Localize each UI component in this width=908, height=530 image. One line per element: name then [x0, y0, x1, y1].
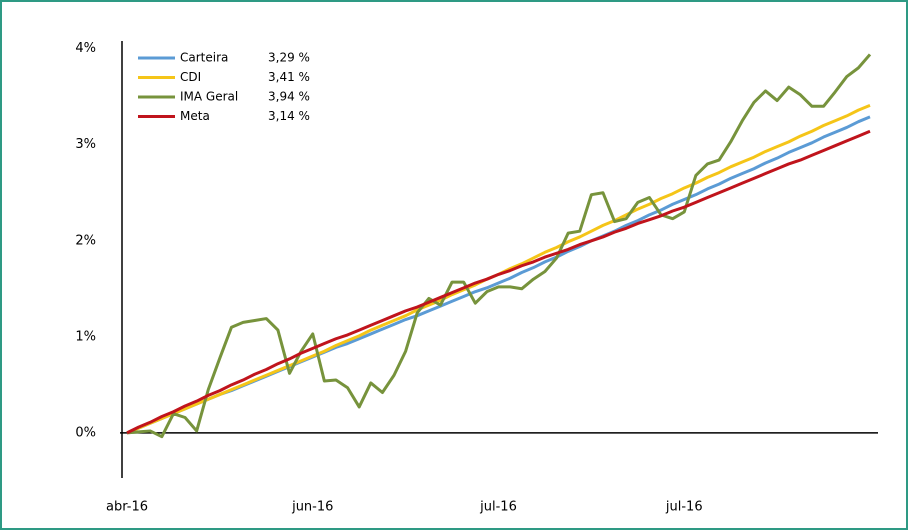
- legend-label: Meta: [180, 109, 210, 123]
- legend-label: IMA Geral: [180, 90, 238, 104]
- x-tick-label: abr-16: [106, 500, 148, 515]
- y-tick-label: 4%: [75, 41, 96, 56]
- y-tick-label: 3%: [75, 137, 96, 152]
- x-tick-label: jul-16: [479, 500, 517, 515]
- legend-value: 3,41 %: [268, 70, 310, 84]
- series-line: [126, 129, 871, 435]
- series-line: [126, 53, 872, 439]
- legend-value: 3,94 %: [268, 90, 310, 104]
- legend-label: CDI: [180, 70, 201, 84]
- y-tick-label: 0%: [75, 425, 96, 440]
- x-tick-label: jun-16: [291, 500, 333, 515]
- x-tick-label: jul-16: [665, 500, 703, 515]
- legend-value: 3,14 %: [268, 109, 310, 123]
- y-tick-label: 2%: [75, 233, 96, 248]
- y-tick-label: 1%: [75, 329, 96, 344]
- legend-value: 3,29 %: [268, 51, 310, 65]
- legend-label: Carteira: [180, 51, 228, 65]
